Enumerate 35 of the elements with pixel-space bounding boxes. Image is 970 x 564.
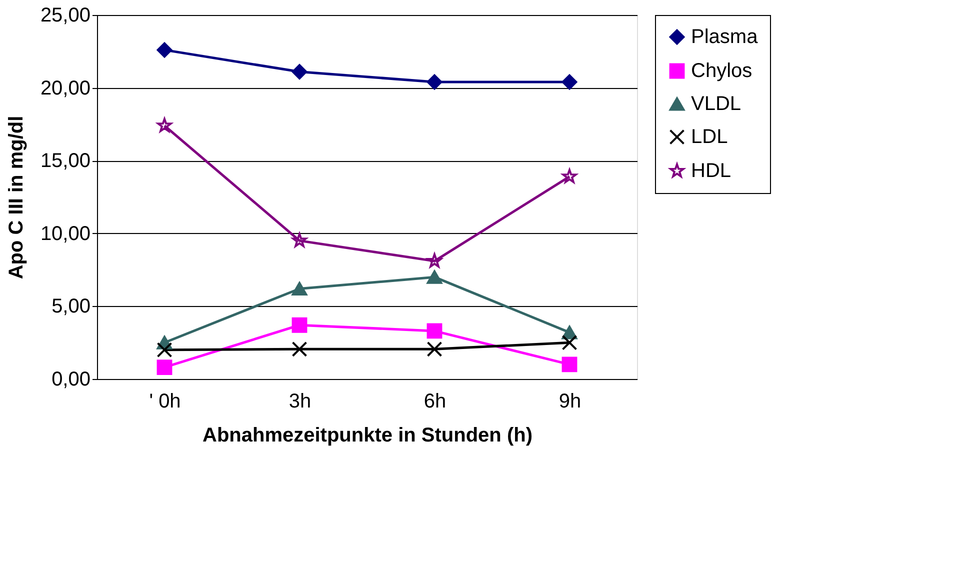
- legend-label: VLDL: [691, 93, 742, 115]
- legend-label: HDL: [691, 160, 732, 182]
- point: [157, 118, 172, 132]
- y-tick-label: 20,00: [40, 77, 90, 100]
- point: [156, 42, 172, 58]
- point: [156, 342, 172, 358]
- x-tick-label: 9h: [558, 390, 582, 412]
- point: [426, 341, 442, 357]
- point: [292, 64, 308, 80]
- y-tick-label: 15,00: [40, 150, 90, 172]
- point: [292, 232, 307, 248]
- x-axis-title: Abnahmezeitpunkte in Stunden (h): [202, 424, 532, 446]
- y-tick-label: 5,00: [52, 296, 90, 318]
- y-tick-label: 0,00: [52, 368, 90, 390]
- point: [562, 356, 578, 372]
- legend-label: Chylos: [691, 60, 752, 82]
- y-tick-label: 10,00: [40, 222, 90, 245]
- point: [426, 74, 442, 90]
- legend-label: Plasma: [691, 26, 759, 48]
- point: [427, 253, 442, 268]
- point: [562, 334, 578, 350]
- point: [426, 270, 442, 284]
- y-tick-label: 25,00: [40, 4, 90, 26]
- legend-label: LDL: [691, 126, 728, 148]
- point: [156, 360, 172, 376]
- x-tick-label: 6h: [424, 390, 446, 412]
- point: [562, 74, 578, 90]
- x-tick-label: 3h: [288, 390, 312, 412]
- point: [292, 317, 308, 333]
- point: [426, 323, 442, 339]
- point: [562, 168, 577, 184]
- point: [292, 282, 308, 296]
- point: [292, 341, 308, 357]
- x-tick-label: ' 0h: [149, 390, 181, 412]
- y-axis-title: Apo C III in mg/dl: [5, 116, 28, 280]
